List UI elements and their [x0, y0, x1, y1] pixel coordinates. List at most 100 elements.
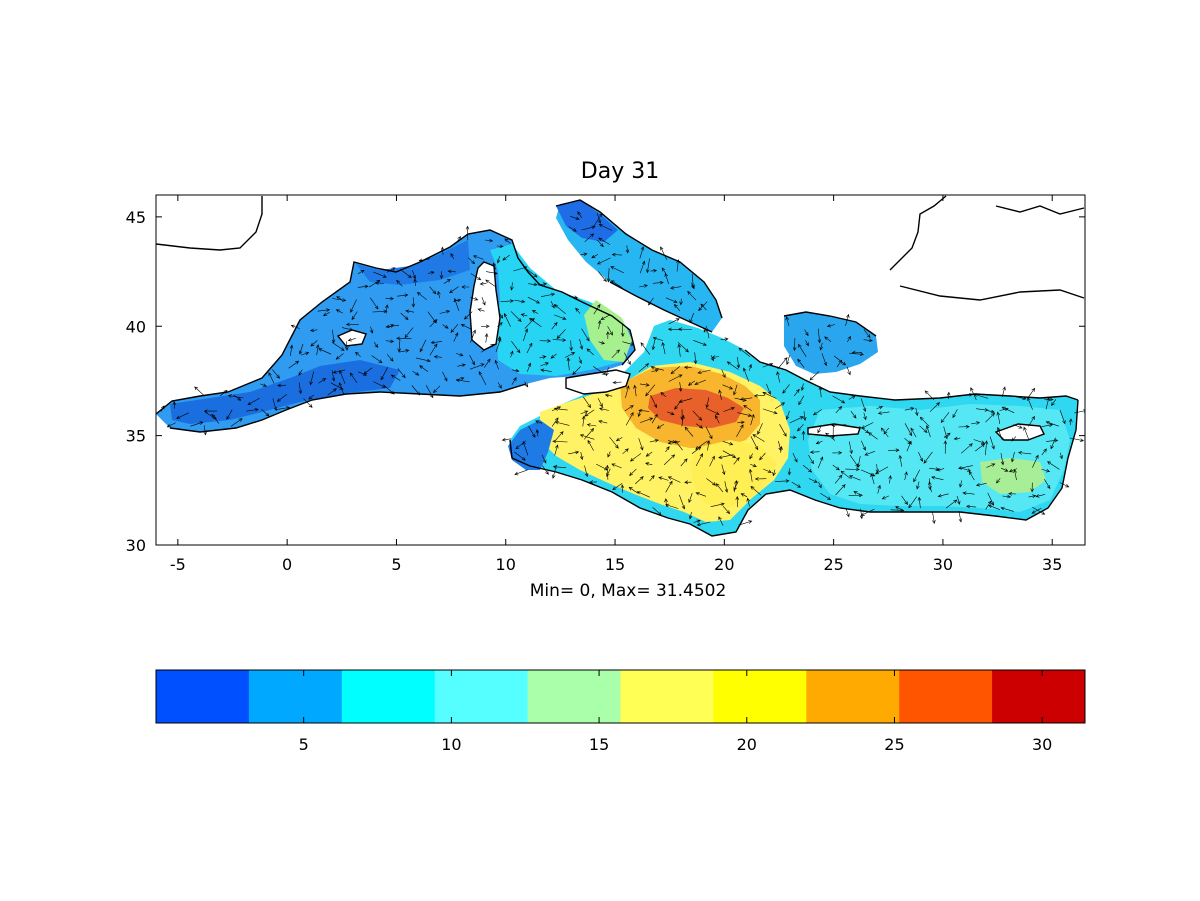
vector-arrow — [733, 457, 740, 465]
vector-arrow — [1027, 387, 1036, 398]
vector-arrow — [429, 286, 437, 295]
vector-arrow — [848, 395, 856, 400]
vector-arrow — [988, 504, 1001, 510]
vector-arrow — [697, 369, 711, 374]
vector-arrow — [580, 252, 588, 257]
vector-arrow — [373, 271, 387, 278]
vector-arrow — [575, 307, 581, 314]
plot-title: Day 31 — [581, 159, 659, 184]
vector-arrow — [1032, 506, 1046, 515]
vector-arrow — [552, 338, 567, 342]
vector-arrow — [583, 396, 591, 409]
vector-arrow — [706, 440, 711, 451]
vector-arrow — [802, 464, 813, 473]
vector-arrow — [757, 423, 763, 435]
vector-arrow — [987, 492, 994, 506]
map-axes: -5 0 5 10 15 20 25 30 35 45 40 35 30 — [126, 194, 1086, 574]
vector-arrow — [230, 418, 243, 427]
vector-arrow — [785, 316, 790, 326]
vector-arrow — [890, 508, 905, 513]
vector-arrow — [470, 329, 476, 343]
vector-arrow — [413, 278, 417, 287]
vector-arrow — [746, 497, 751, 507]
vector-arrow — [856, 455, 861, 469]
vector-arrow — [684, 365, 692, 370]
vector-arrow — [958, 511, 963, 523]
vector-arrow — [522, 440, 529, 456]
vector-arrow — [203, 409, 217, 413]
vector-arrow — [908, 496, 918, 509]
vector-arrow — [863, 329, 871, 339]
vector-arrow — [606, 331, 610, 339]
vector-arrow — [975, 443, 986, 452]
vector-arrow — [497, 382, 502, 389]
vector-arrow — [710, 355, 714, 362]
vector-arrow — [860, 398, 867, 412]
vector-arrow — [1023, 426, 1029, 440]
vector-arrow — [1001, 406, 1015, 414]
vector-arrow — [711, 355, 720, 359]
vector-arrow — [777, 357, 788, 370]
vector-arrow — [706, 328, 710, 339]
vector-arrow — [721, 464, 726, 476]
vector-arrow — [679, 298, 683, 306]
vector-arrow — [874, 466, 889, 475]
vector-arrow — [677, 342, 689, 353]
vector-arrow — [750, 413, 755, 426]
vector-arrow — [748, 363, 752, 371]
vector-arrow — [606, 268, 611, 283]
vector-arrow — [455, 378, 470, 383]
vector-arrow — [363, 367, 373, 375]
vector-arrow — [691, 282, 695, 290]
vector-arrow — [190, 421, 204, 427]
vector-arrow — [303, 398, 313, 408]
vector-arrow — [511, 368, 520, 373]
vector-arrow — [374, 281, 384, 285]
northern-europe-coastline — [156, 195, 1085, 301]
vector-arrow — [510, 282, 514, 291]
vector-arrow — [772, 469, 776, 477]
x-tick-label: 0 — [282, 555, 292, 574]
vector-arrow — [612, 483, 623, 490]
vector-arrow — [554, 314, 567, 320]
vector-arrow — [553, 407, 568, 411]
coastlines — [156, 195, 1085, 537]
x-tick-label: 10 — [496, 555, 516, 574]
vector-arrow — [484, 358, 491, 368]
vector-arrow — [469, 355, 475, 366]
vector-arrow — [369, 326, 374, 334]
vector-arrow — [798, 395, 805, 406]
vector-arrow — [481, 296, 486, 306]
vector-arrow — [937, 493, 949, 498]
vector-arrow — [722, 441, 734, 446]
vector-arrow — [581, 415, 586, 427]
vector-arrow — [456, 236, 461, 243]
vector-arrow — [591, 254, 599, 259]
vector-arrow — [385, 296, 394, 301]
colorbar-tick-label: 10 — [441, 735, 461, 754]
vector-arrow — [598, 224, 613, 231]
vector-arrow — [809, 371, 820, 381]
vector-arrow — [554, 431, 564, 441]
vector-arrow — [612, 380, 622, 385]
vector-arrow — [652, 336, 664, 341]
vector-arrow — [501, 437, 511, 442]
vector-arrow — [832, 451, 843, 455]
ionian-red — [648, 388, 744, 428]
vector-arrow — [850, 410, 857, 419]
vector-arrow — [809, 450, 820, 454]
vector-arrow — [527, 362, 532, 372]
vector-arrow — [1068, 418, 1073, 425]
vector-arrow — [570, 216, 580, 220]
y-tick-label: 30 — [126, 536, 146, 555]
vector-arrow — [400, 312, 409, 321]
adriatic-coastline — [555, 199, 723, 333]
vector-arrow — [846, 366, 851, 376]
vector-arrow — [429, 343, 438, 356]
vector-arrow — [357, 284, 369, 289]
vector-arrow — [918, 451, 923, 463]
vector-arrow — [373, 381, 386, 388]
vector-arrow — [895, 506, 904, 512]
vector-arrow — [651, 339, 656, 351]
vector-arrow — [620, 484, 625, 493]
